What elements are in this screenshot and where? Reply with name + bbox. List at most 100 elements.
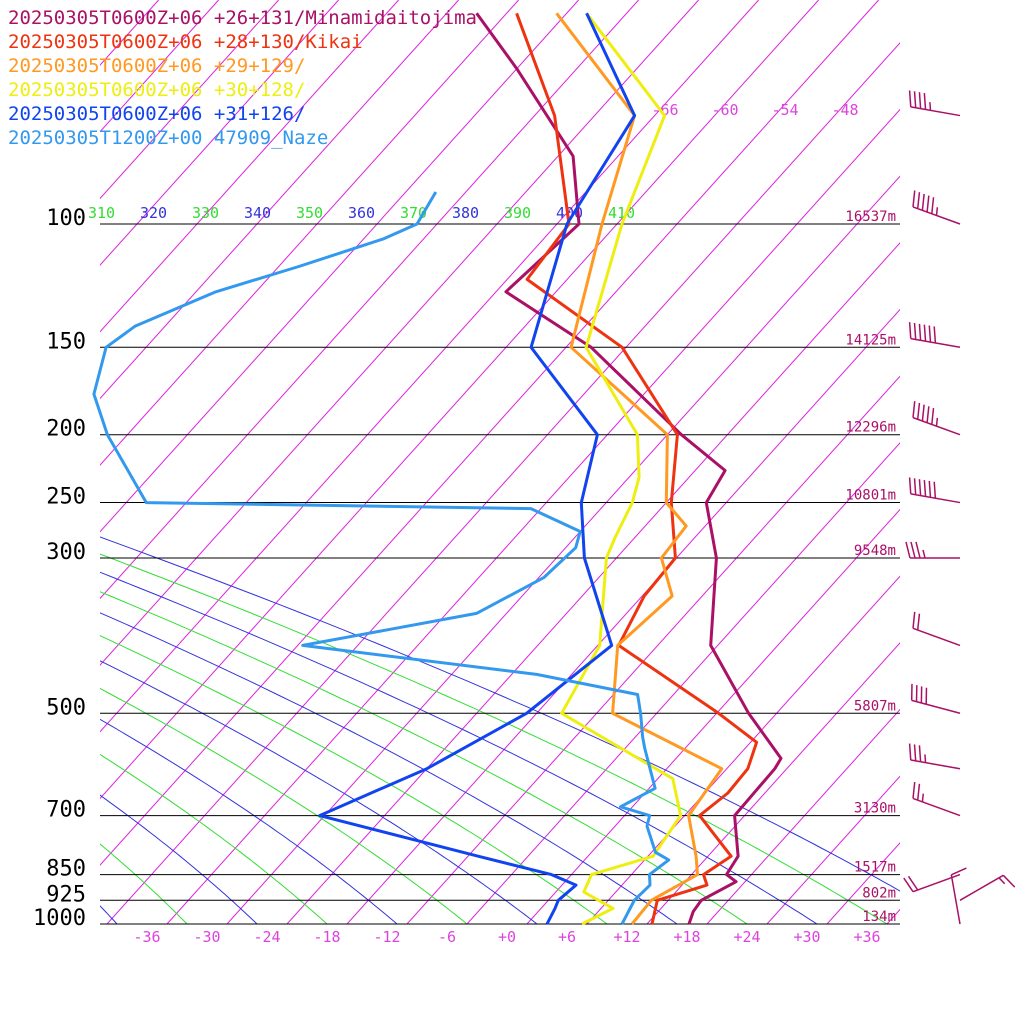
wind-barb-flag: [913, 91, 917, 108]
adiabat-line: [100, 687, 468, 924]
upper-temperature-label: -60: [711, 101, 738, 119]
pressure-label: 1000: [33, 906, 86, 931]
wind-barb: [959, 874, 1016, 901]
adiabat-line: [0, 69, 47, 924]
wind-barb: [908, 90, 961, 117]
theta-e-label: 390: [504, 204, 531, 222]
wind-barb-flag: [933, 481, 937, 499]
isotherm-line: [100, 0, 819, 800]
wind-barb-flag: [1002, 874, 1016, 888]
wind-barb-flag: [933, 326, 937, 343]
wind-barb-half: [998, 877, 1006, 885]
wind-barb-staff: [912, 797, 961, 817]
isotherm-line: [100, 0, 879, 866]
theta-e-label: 320: [140, 204, 167, 222]
wind-barb-flag: [923, 92, 927, 110]
adiabat-line: [100, 718, 398, 924]
temperature-tick-label: +18: [673, 928, 700, 946]
temperature-tick-label: +12: [613, 928, 640, 946]
wind-barb-half: [929, 102, 932, 111]
wind-barb-flag: [931, 197, 935, 214]
height-label: 5807m: [854, 698, 896, 714]
wind-barb-flag: [926, 406, 930, 423]
series-line: [92, 191, 671, 925]
wind-barb: [912, 611, 961, 647]
wind-barb-half: [922, 549, 926, 559]
adiabat-line: [100, 794, 258, 924]
pressure-label: 500: [46, 695, 86, 720]
isotherm-line: [166, 108, 900, 924]
wind-barb-staff: [912, 873, 961, 893]
isotherm-line: [100, 0, 459, 400]
wind-barb-flag: [916, 402, 921, 420]
wind-barb-flag: [921, 193, 925, 211]
wind-barb-flag: [913, 322, 917, 340]
theta-e-label: 330: [192, 204, 219, 222]
temperature-tick-label: -24: [253, 928, 280, 946]
wind-barb-flag: [918, 323, 922, 341]
height-label: 1517m: [854, 860, 896, 876]
wind-barb-flag: [908, 322, 912, 339]
wind-barb: [908, 477, 961, 504]
wind-barb-staff: [910, 106, 961, 117]
sounding-series: [92, 12, 783, 926]
wind-barb: [908, 322, 961, 349]
wind-barb-flag: [912, 781, 916, 799]
adiabat-line: [100, 843, 188, 924]
wind-barb: [912, 781, 961, 817]
temperature-tick-label: +6: [558, 928, 576, 946]
isotherm-line: [526, 508, 900, 924]
wind-barb-flag: [908, 90, 912, 107]
wind-barb-half: [924, 754, 927, 763]
isotherm-line: [100, 0, 639, 600]
wind-barb-flag: [928, 480, 932, 498]
isotherm-line: [706, 708, 900, 924]
series-line: [555, 12, 724, 925]
pressure-label: 250: [46, 485, 86, 510]
wind-barb-flag: [908, 743, 912, 761]
theta-e-label: 410: [608, 204, 635, 222]
pressure-label: 150: [46, 329, 86, 354]
isotherm-line: [100, 0, 399, 333]
adiabat-line: [100, 753, 328, 924]
isotherm-line: [106, 42, 900, 924]
upper-temperature-label: -54: [771, 101, 798, 119]
isotherm-line: [100, 0, 759, 733]
wind-barb: [912, 401, 961, 436]
wind-barb-staff: [911, 699, 961, 715]
wind-barb-flag: [916, 783, 921, 801]
height-label: 10801m: [845, 488, 896, 504]
height-label: 14125m: [845, 332, 896, 348]
wind-barb: [950, 867, 967, 925]
temperature-tick-label: -18: [313, 928, 340, 946]
wind-barb-flag: [951, 867, 967, 876]
wind-barb-flag: [907, 875, 919, 891]
temperature-tick-label: -30: [193, 928, 220, 946]
series-line: [475, 12, 783, 925]
wind-barb-flag: [908, 477, 912, 494]
isotherm-line: [947, 0, 1024, 924]
pressure-label: 700: [46, 798, 86, 823]
wind-barb-flag: [916, 613, 921, 631]
wind-barbs: [903, 90, 1016, 925]
wind-barb-flag: [910, 541, 916, 559]
wind-barb-staff: [959, 874, 1004, 901]
adiabat-line: [100, 591, 748, 924]
height-label: 16537m: [845, 209, 896, 225]
wind-barb-half: [935, 207, 939, 216]
height-label: 802m: [862, 885, 896, 901]
wind-barb-flag: [923, 479, 927, 497]
wind-barb-flag: [926, 195, 930, 213]
isotherm-line: [100, 0, 519, 466]
wind-barb-flag: [912, 190, 916, 207]
isotherm-line: [100, 0, 279, 200]
wind-barb-flag: [915, 541, 921, 559]
temperature-tick-label: +24: [733, 928, 760, 946]
isotherm-line: [586, 575, 900, 924]
isotherm-line: [1007, 0, 1024, 924]
height-label: 3130m: [854, 801, 896, 817]
series-line: [318, 12, 637, 925]
pressure-lines: [100, 223, 900, 925]
